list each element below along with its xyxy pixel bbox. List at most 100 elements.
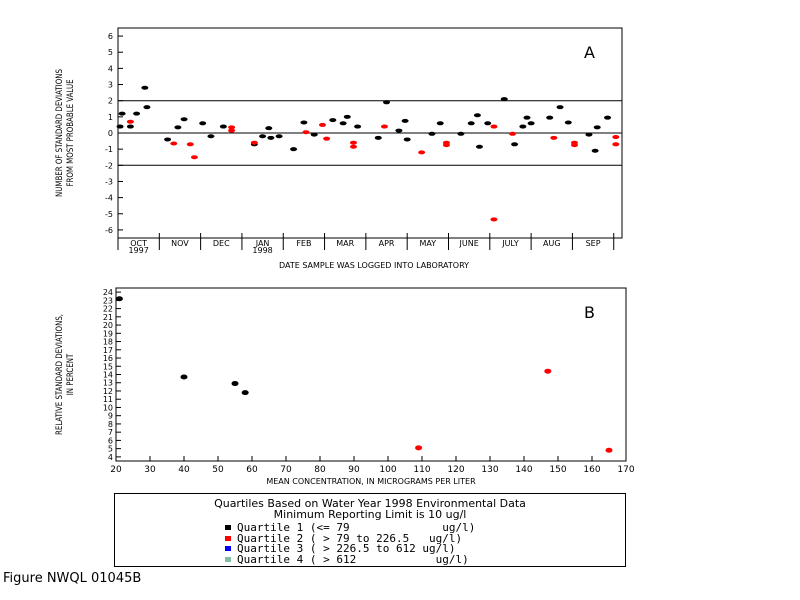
x-tick-label: 100 xyxy=(379,465,396,475)
data-point xyxy=(374,135,382,140)
legend-item-label: Quartile 4 ( > 612 ug/l) xyxy=(237,552,469,566)
data-point xyxy=(564,120,572,125)
y-tick-label: 4 xyxy=(108,64,113,73)
data-point xyxy=(383,100,391,105)
panel-label-b: B xyxy=(584,303,595,322)
y-tick-label: 16 xyxy=(103,354,113,363)
month-label: MAR xyxy=(336,239,354,248)
data-point xyxy=(133,111,141,116)
data-point xyxy=(556,105,564,110)
data-point xyxy=(490,217,498,222)
month-label: APR xyxy=(379,239,395,248)
y-tick-label: -1 xyxy=(105,145,113,154)
month-label: AUG xyxy=(543,239,561,248)
x-tick-label: 90 xyxy=(348,465,360,475)
y-tick-label: 5 xyxy=(108,48,113,57)
x-tick-label: 20 xyxy=(110,465,122,475)
legend-swatch xyxy=(225,546,231,551)
data-point xyxy=(116,124,124,129)
x-tick-label: 70 xyxy=(280,465,292,475)
y-tick-label: -6 xyxy=(105,226,113,235)
data-point xyxy=(490,124,498,129)
data-point xyxy=(500,97,508,102)
y-tick-label: -2 xyxy=(105,161,113,170)
data-point xyxy=(164,137,172,142)
data-point xyxy=(180,374,188,380)
data-point xyxy=(418,150,426,155)
data-point xyxy=(228,125,236,130)
y-tick-label: 21 xyxy=(103,313,113,322)
data-point xyxy=(380,124,388,129)
data-point xyxy=(605,447,613,453)
data-point xyxy=(199,121,207,126)
data-point xyxy=(403,137,411,142)
x-tick-label: 130 xyxy=(481,465,498,475)
x-tick-label: 80 xyxy=(314,465,326,475)
y-tick-label: 9 xyxy=(108,412,113,421)
x-tick-label: 170 xyxy=(617,465,634,475)
y-tick-label: 18 xyxy=(103,338,113,347)
y-tick-label: 3 xyxy=(108,81,113,90)
data-point xyxy=(186,142,194,147)
legend-item: Quartile 4 ( > 612 ug/l) xyxy=(225,552,475,566)
legend-title-line2: Minimum Reporting Limit is 10 ug/l xyxy=(273,508,467,521)
data-point xyxy=(475,144,483,149)
y-tick-label: 1 xyxy=(108,113,113,122)
data-point xyxy=(467,121,475,126)
data-point xyxy=(126,119,134,124)
data-point xyxy=(180,117,188,122)
legend-items: Quartile 1 (<= 79 ug/l) Quartile 2 ( > 79… xyxy=(225,522,475,566)
y-tick-label: 7 xyxy=(108,428,113,437)
data-point xyxy=(318,122,326,127)
y-tick-label: -3 xyxy=(105,177,113,186)
data-point xyxy=(519,124,527,129)
month-label: JUNE xyxy=(459,239,479,248)
x-axis-label-b: MEAN CONCENTRATION, IN MICROGRAMS PER LI… xyxy=(266,477,476,486)
y-axis-label-line: FROM MOST PROBABLE VALUE xyxy=(65,79,75,186)
y-tick-label: 10 xyxy=(103,403,113,412)
y-axis-label-line: RELATIVE STANDARD DEVIATIONS, xyxy=(54,314,64,435)
y-tick-label: 11 xyxy=(103,395,113,404)
y-axis-label-line: IN PERCENT xyxy=(65,354,75,396)
y-tick-label: 17 xyxy=(103,346,113,355)
panel-label-a: A xyxy=(584,43,595,62)
data-point xyxy=(612,135,620,140)
data-point xyxy=(349,140,357,145)
data-point xyxy=(250,140,258,145)
month-label: OCT xyxy=(130,239,147,248)
data-point xyxy=(591,148,599,153)
data-point xyxy=(265,126,273,131)
x-tick-label: 110 xyxy=(413,465,430,475)
y-tick-label: 20 xyxy=(103,321,113,330)
legend-item-label: Quartile 3 ( > 226.5 to 612 ug/l) xyxy=(237,542,456,555)
data-point xyxy=(593,125,601,130)
data-point xyxy=(343,114,351,119)
x-axis-label-a: DATE SAMPLE WAS LOGGED INTO LABORATORY xyxy=(279,261,469,270)
data-point xyxy=(126,124,134,129)
year-label: 1998 xyxy=(252,246,272,255)
data-point xyxy=(241,390,249,396)
data-point xyxy=(473,113,481,118)
data-point xyxy=(401,118,409,123)
data-point xyxy=(118,111,126,116)
legend-swatch xyxy=(225,525,231,530)
data-point xyxy=(141,85,149,90)
plot-frame-b xyxy=(115,287,627,462)
y-tick-label: 5 xyxy=(108,445,113,454)
data-point xyxy=(310,132,318,137)
x-tick-label: 140 xyxy=(515,465,532,475)
y-tick-label: 19 xyxy=(103,329,113,338)
legend-item-label: Quartile 2 ( > 79 to 226.5 ug/l) xyxy=(237,531,463,545)
x-tick-label: 50 xyxy=(212,465,224,475)
y-tick-label: 14 xyxy=(103,371,113,380)
data-point xyxy=(143,105,151,110)
y-tick-label: 22 xyxy=(103,305,113,314)
month-label: JAN xyxy=(255,239,270,248)
y-axis-label-b: RELATIVE STANDARD DEVIATIONS,IN PERCENT xyxy=(54,314,75,435)
data-point xyxy=(339,121,347,126)
y-tick-label: 8 xyxy=(108,420,113,429)
legend: Quartiles Based on Water Year 1998 Envir… xyxy=(114,493,626,567)
data-point xyxy=(323,136,331,141)
y-tick-label: 23 xyxy=(103,296,113,305)
